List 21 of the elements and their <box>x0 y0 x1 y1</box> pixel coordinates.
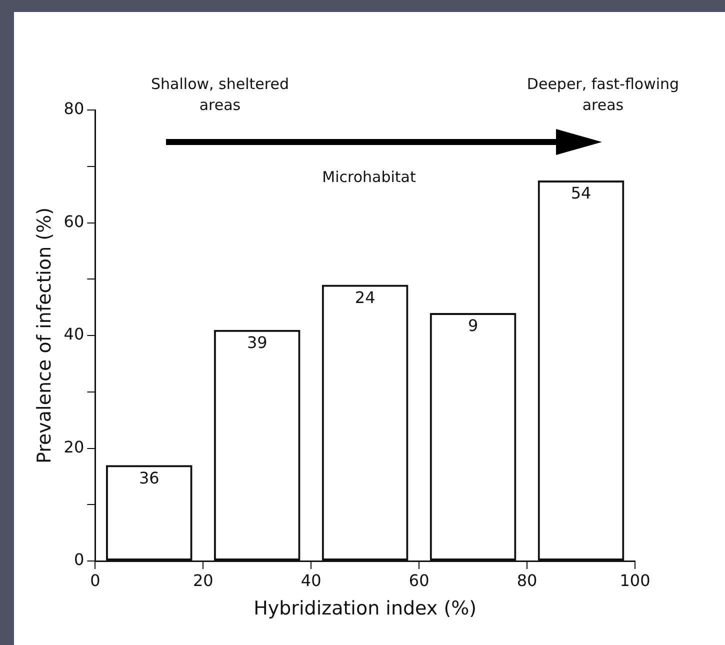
annotation: 39 <box>246 333 268 352</box>
x-tick-label: 100 <box>620 570 650 590</box>
annotation: Deeper, fast-flowing areas <box>526 74 680 116</box>
y-tick-label: 0 <box>74 550 84 570</box>
x-tick-label: 0 <box>90 570 100 590</box>
y-tick-label: 40 <box>64 324 84 344</box>
y-tick-label: 80 <box>64 99 84 118</box>
y-tick-label: 20 <box>64 437 84 456</box>
x-tick-label: 60 <box>408 570 430 590</box>
annotation: 54 <box>570 184 592 203</box>
x-axis-title: Hybridization index (%) <box>254 598 477 620</box>
annotation: Microhabitat <box>321 167 417 188</box>
annotation: 9 <box>468 316 478 336</box>
annotation: 24 <box>354 288 376 307</box>
x-tick-label: 20 <box>192 570 214 590</box>
x-tick-label: 40 <box>300 570 322 590</box>
annotation: Shallow, sheltered areas <box>150 74 290 116</box>
y-tick-label: 60 <box>64 212 84 231</box>
x-tick-label: 80 <box>516 570 538 590</box>
annotation: 36 <box>138 468 160 488</box>
y-axis-title: Prevalence of infection (%) <box>33 207 56 464</box>
